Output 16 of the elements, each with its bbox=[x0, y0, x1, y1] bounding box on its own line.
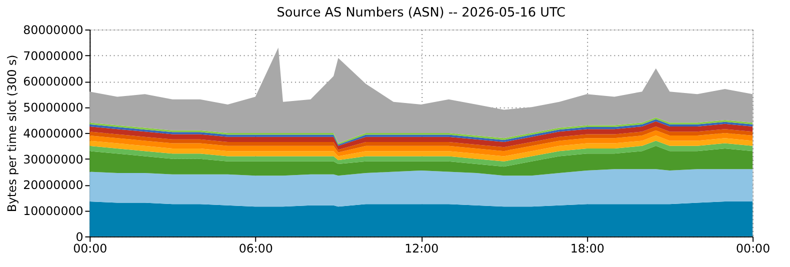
y-tick-label: 10000000 bbox=[23, 204, 84, 218]
y-tick-label: 20000000 bbox=[23, 178, 84, 192]
chart-title: Source AS Numbers (ASN) -- 2026-05-16 UTC bbox=[276, 6, 566, 21]
x-tick-label: 18:00 bbox=[570, 242, 604, 256]
y-tick-label: 50000000 bbox=[23, 100, 84, 115]
y-tick-label: 70000000 bbox=[23, 48, 84, 63]
y-tick-label: 80000000 bbox=[23, 22, 84, 37]
y-axis-title: Bytes per time slot (300 s) bbox=[5, 54, 20, 212]
x-tick-label: 12:00 bbox=[404, 242, 439, 256]
x-tick-label: 06:00 bbox=[238, 242, 273, 256]
x-tick-label: 00:00 bbox=[73, 242, 108, 256]
y-tick-label: 40000000 bbox=[23, 126, 84, 140]
x-tick-label: 00:00 bbox=[736, 242, 770, 256]
y-tick-label: 0 bbox=[76, 230, 84, 244]
y-tick-label: 30000000 bbox=[23, 152, 84, 166]
y-tick-label: 60000000 bbox=[23, 74, 84, 89]
